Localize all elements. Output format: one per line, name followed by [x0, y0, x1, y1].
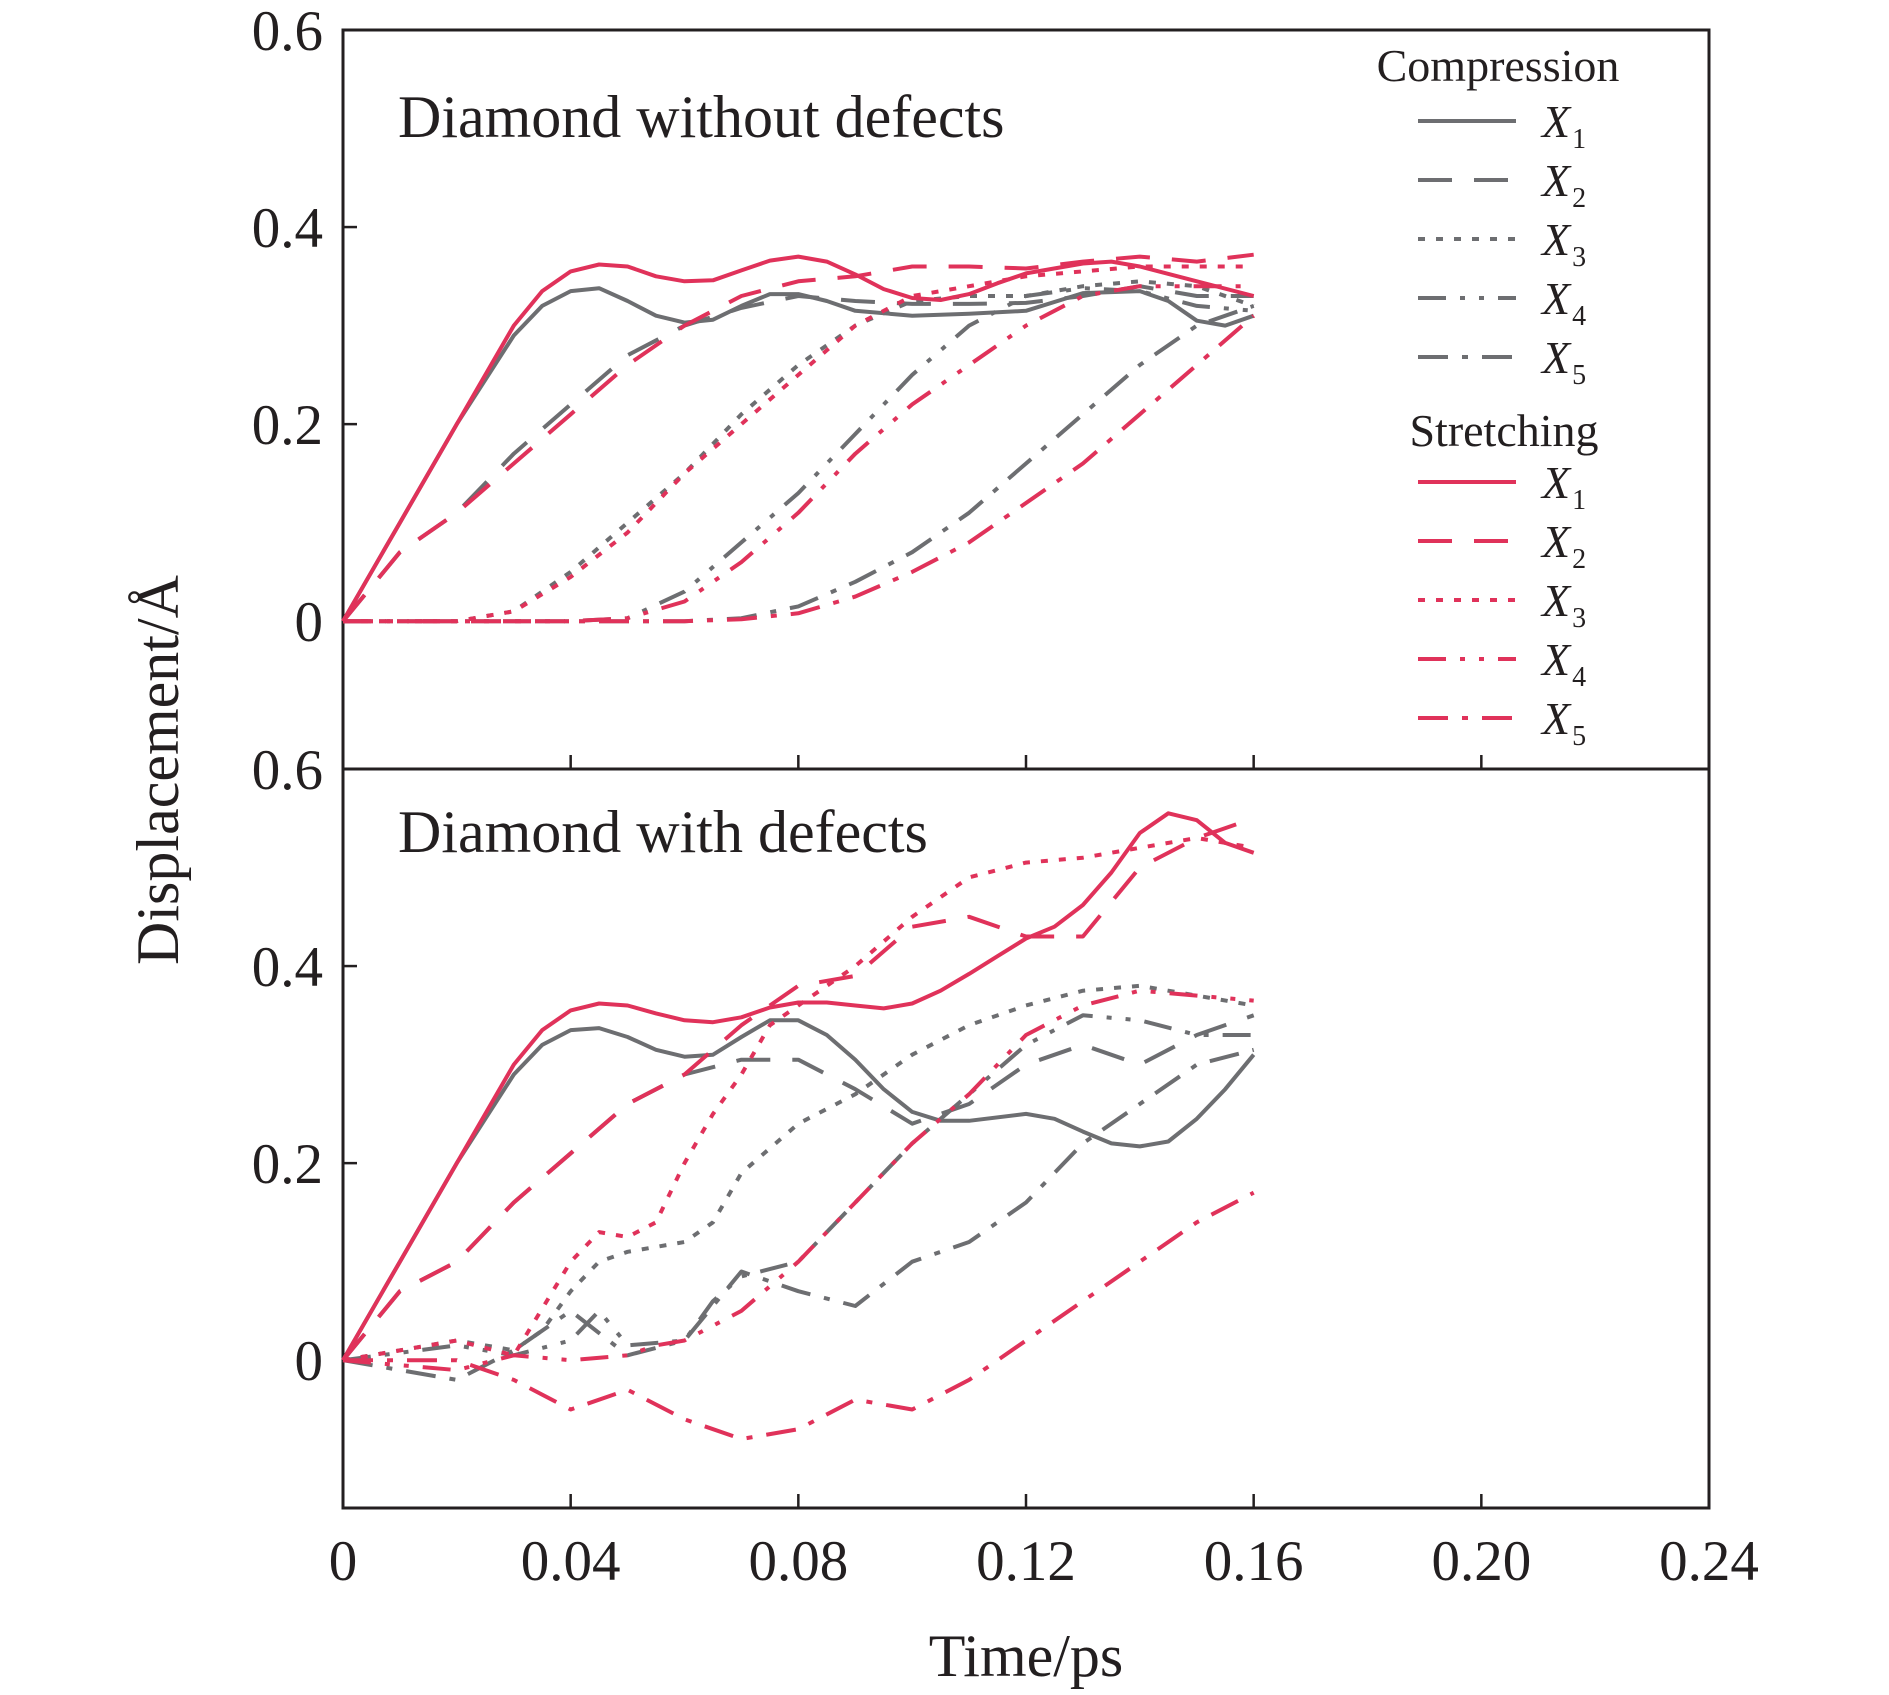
- legend-label: X3: [1540, 214, 1586, 273]
- series-stretching-x5: [343, 1190, 1255, 1441]
- series-stretching-x2: [341, 252, 1254, 623]
- y-tick-label: 0.4: [252, 936, 323, 999]
- panel-title-with-defects: Diamond with defects: [398, 799, 928, 865]
- panel-title-without-defects: Diamond without defects: [398, 84, 1005, 150]
- legend-label: X3: [1540, 575, 1586, 634]
- y-tick-label: 0: [295, 1330, 324, 1393]
- x-tick-label: 0: [329, 1530, 358, 1593]
- series-compression-x2: [341, 1013, 1255, 1362]
- y-tick-label: 0.4: [252, 197, 323, 260]
- series-stretching-x5: [343, 314, 1256, 624]
- series-compression-x4: [343, 286, 1254, 624]
- series-compression-x4: [342, 1013, 1254, 1363]
- y-tick-label: 0.2: [252, 394, 323, 457]
- series-stretching-x4: [342, 988, 1254, 1373]
- x-tick-label: 0.12: [976, 1530, 1076, 1593]
- series-compression-x5: [343, 304, 1255, 624]
- series-compression-x2: [341, 284, 1254, 623]
- y-tick-label: 0.6: [252, 0, 323, 63]
- legend-label: X4: [1540, 273, 1586, 332]
- x-axis-title: Time/ps: [929, 1623, 1124, 1689]
- series-stretching-x4: [343, 284, 1254, 624]
- legend-title-compression: Compression: [1377, 40, 1620, 91]
- x-tick-label: 0.08: [748, 1530, 848, 1593]
- legend-label: X1: [1540, 457, 1586, 516]
- series-compression-x3: [342, 983, 1255, 1363]
- x-tick-label: 0.04: [521, 1530, 621, 1593]
- series-compression-x3: [343, 279, 1255, 624]
- x-tick-label: 0.16: [1204, 1530, 1304, 1593]
- legend-label: X2: [1540, 516, 1586, 575]
- legend-label: X1: [1540, 96, 1586, 155]
- series-stretching-x1: [341, 811, 1255, 1362]
- legend-label: X2: [1540, 155, 1586, 214]
- y-axis-title: Displacement/Å: [125, 575, 191, 965]
- series-stretching-x3: [342, 836, 1255, 1363]
- series-compression-x5: [342, 1047, 1255, 1382]
- series-stretching-x1: [341, 254, 1255, 623]
- series-stretching-x3: [343, 264, 1254, 624]
- legend-title-stretching: Stretching: [1409, 405, 1598, 456]
- series-compression-x1: [341, 1018, 1256, 1362]
- x-tick-label: 0.20: [1431, 1530, 1531, 1593]
- y-tick-label: 0.2: [252, 1133, 323, 1196]
- legend-label: X4: [1540, 634, 1586, 693]
- legend-label: X5: [1540, 693, 1586, 752]
- y-tick-label: 0.6: [252, 739, 323, 802]
- series-compression-x1: [341, 286, 1255, 623]
- legend-label: X5: [1540, 332, 1586, 391]
- x-tick-label: 0.24: [1659, 1530, 1759, 1593]
- y-tick-label: 0: [295, 591, 324, 654]
